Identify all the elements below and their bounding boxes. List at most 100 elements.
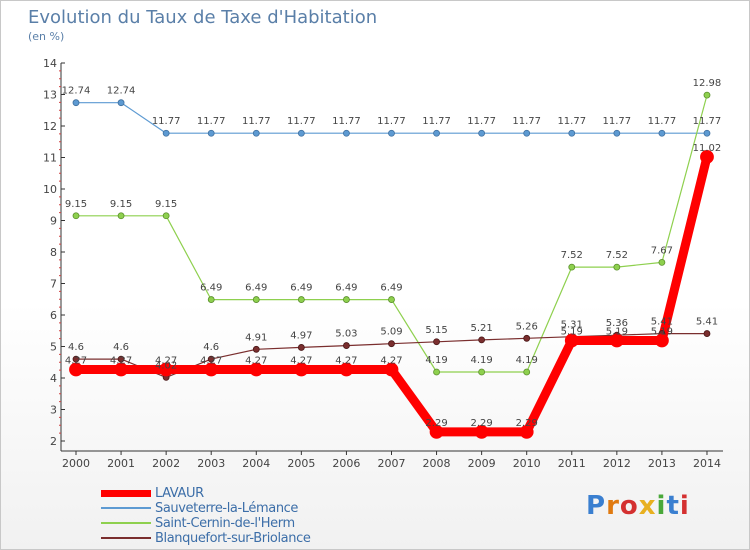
data-label: 4.19 bbox=[516, 355, 538, 366]
y-tick-label: 7 bbox=[50, 278, 57, 291]
data-point bbox=[613, 263, 621, 271]
data-point bbox=[72, 212, 80, 220]
data-label: 11.02 bbox=[693, 143, 722, 154]
data-label: 11.77 bbox=[332, 116, 361, 127]
legend-swatch bbox=[101, 507, 151, 509]
data-label: 4.27 bbox=[290, 355, 312, 366]
data-point bbox=[655, 333, 669, 348]
data-label: 11.77 bbox=[422, 116, 451, 127]
data-point bbox=[204, 362, 219, 377]
logo-letter: i bbox=[679, 491, 690, 521]
data-label: 4.27 bbox=[110, 355, 132, 366]
data-point bbox=[523, 368, 531, 376]
data-point bbox=[519, 424, 534, 439]
data-point bbox=[700, 149, 714, 164]
data-label: 5.19 bbox=[651, 327, 673, 338]
data-label: 6.49 bbox=[200, 283, 222, 294]
data-point bbox=[117, 99, 125, 107]
data-label: 5.36 bbox=[606, 318, 628, 329]
legend-swatch bbox=[101, 522, 151, 524]
chart-title: Evolution du Taux de Taxe d'Habitation bbox=[28, 7, 378, 28]
data-label: 5.19 bbox=[606, 327, 628, 338]
data-label: 4.27 bbox=[65, 355, 87, 366]
data-label: 9.15 bbox=[110, 199, 132, 210]
y-tick-label: 9 bbox=[50, 215, 57, 228]
y-tick-label: 10 bbox=[43, 183, 57, 196]
data-point bbox=[388, 340, 395, 348]
data-point bbox=[252, 129, 260, 137]
y-tick-label: 3 bbox=[50, 404, 57, 417]
data-label: 11.77 bbox=[467, 116, 496, 127]
y-tick-label: 11 bbox=[43, 152, 57, 165]
data-label: 2.29 bbox=[470, 418, 492, 429]
legend-swatch bbox=[101, 537, 151, 539]
data-point bbox=[478, 129, 486, 137]
logo-letter: o bbox=[619, 491, 639, 521]
data-point bbox=[297, 344, 305, 351]
x-tick-label: 2005 bbox=[287, 457, 315, 470]
data-point bbox=[523, 129, 531, 137]
legend-label: Blanquefort-sur-Briolance bbox=[155, 531, 311, 546]
data-label: 12.74 bbox=[62, 86, 91, 97]
data-point bbox=[252, 296, 260, 303]
data-point bbox=[474, 424, 489, 439]
data-point bbox=[478, 368, 486, 376]
data-label: 4.6 bbox=[68, 342, 84, 353]
data-label: 11.77 bbox=[152, 116, 181, 127]
data-point bbox=[564, 333, 579, 348]
logo-letter: i bbox=[656, 491, 667, 521]
data-label: 11.77 bbox=[693, 116, 722, 127]
proxiti-logo: Proxiti bbox=[586, 491, 690, 521]
x-tick-label: 2000 bbox=[62, 457, 90, 470]
data-label: 9.15 bbox=[65, 199, 87, 210]
logo-letter: x bbox=[638, 491, 657, 521]
x-tick-label: 2006 bbox=[332, 457, 360, 470]
data-label: 4.27 bbox=[245, 355, 267, 366]
x-tick-label: 2001 bbox=[107, 457, 135, 470]
data-label: 6.49 bbox=[245, 283, 267, 294]
data-point bbox=[114, 362, 128, 377]
data-label: 7.52 bbox=[606, 250, 628, 261]
data-label: 11.77 bbox=[287, 116, 316, 127]
data-label: 7.52 bbox=[561, 250, 583, 261]
y-tick-label: 4 bbox=[50, 372, 57, 385]
data-point bbox=[703, 129, 711, 137]
y-tick-label: 8 bbox=[50, 246, 57, 259]
data-point bbox=[613, 129, 621, 137]
data-point bbox=[523, 334, 531, 342]
y-tick-label: 2 bbox=[50, 435, 57, 448]
data-point bbox=[159, 362, 174, 377]
data-point bbox=[294, 362, 309, 377]
data-point bbox=[117, 212, 125, 220]
x-tick-label: 2007 bbox=[377, 457, 405, 470]
data-label: 11.77 bbox=[557, 116, 586, 127]
x-tick-label: 2011 bbox=[558, 457, 586, 470]
x-tick-label: 2003 bbox=[197, 457, 225, 470]
data-point bbox=[297, 129, 305, 137]
data-point bbox=[568, 129, 576, 137]
data-label: 4.27 bbox=[200, 355, 222, 366]
data-point bbox=[162, 129, 170, 137]
data-point bbox=[343, 129, 350, 137]
data-label: 4.91 bbox=[245, 332, 267, 343]
data-label: 4.27 bbox=[380, 355, 402, 366]
data-point bbox=[72, 99, 80, 107]
data-label: 5.21 bbox=[470, 323, 492, 334]
data-label: 4.27 bbox=[335, 355, 357, 366]
y-tick-label: 12 bbox=[43, 120, 57, 133]
series-lines bbox=[76, 94, 712, 437]
data-label: 6.49 bbox=[380, 283, 402, 294]
data-point bbox=[703, 91, 711, 99]
x-tick-label: 2010 bbox=[513, 457, 541, 470]
y-tick-label: 13 bbox=[43, 89, 57, 102]
y-tick-label: 5 bbox=[50, 341, 57, 354]
data-label: 11.77 bbox=[242, 116, 271, 127]
data-label: 4.02 bbox=[155, 360, 177, 371]
data-point bbox=[568, 263, 576, 271]
x-tick-label: 2002 bbox=[152, 457, 180, 470]
data-point bbox=[117, 355, 125, 363]
x-tick-label: 2009 bbox=[468, 457, 496, 470]
data-point bbox=[343, 342, 350, 349]
x-tick-label: 2012 bbox=[603, 457, 631, 470]
